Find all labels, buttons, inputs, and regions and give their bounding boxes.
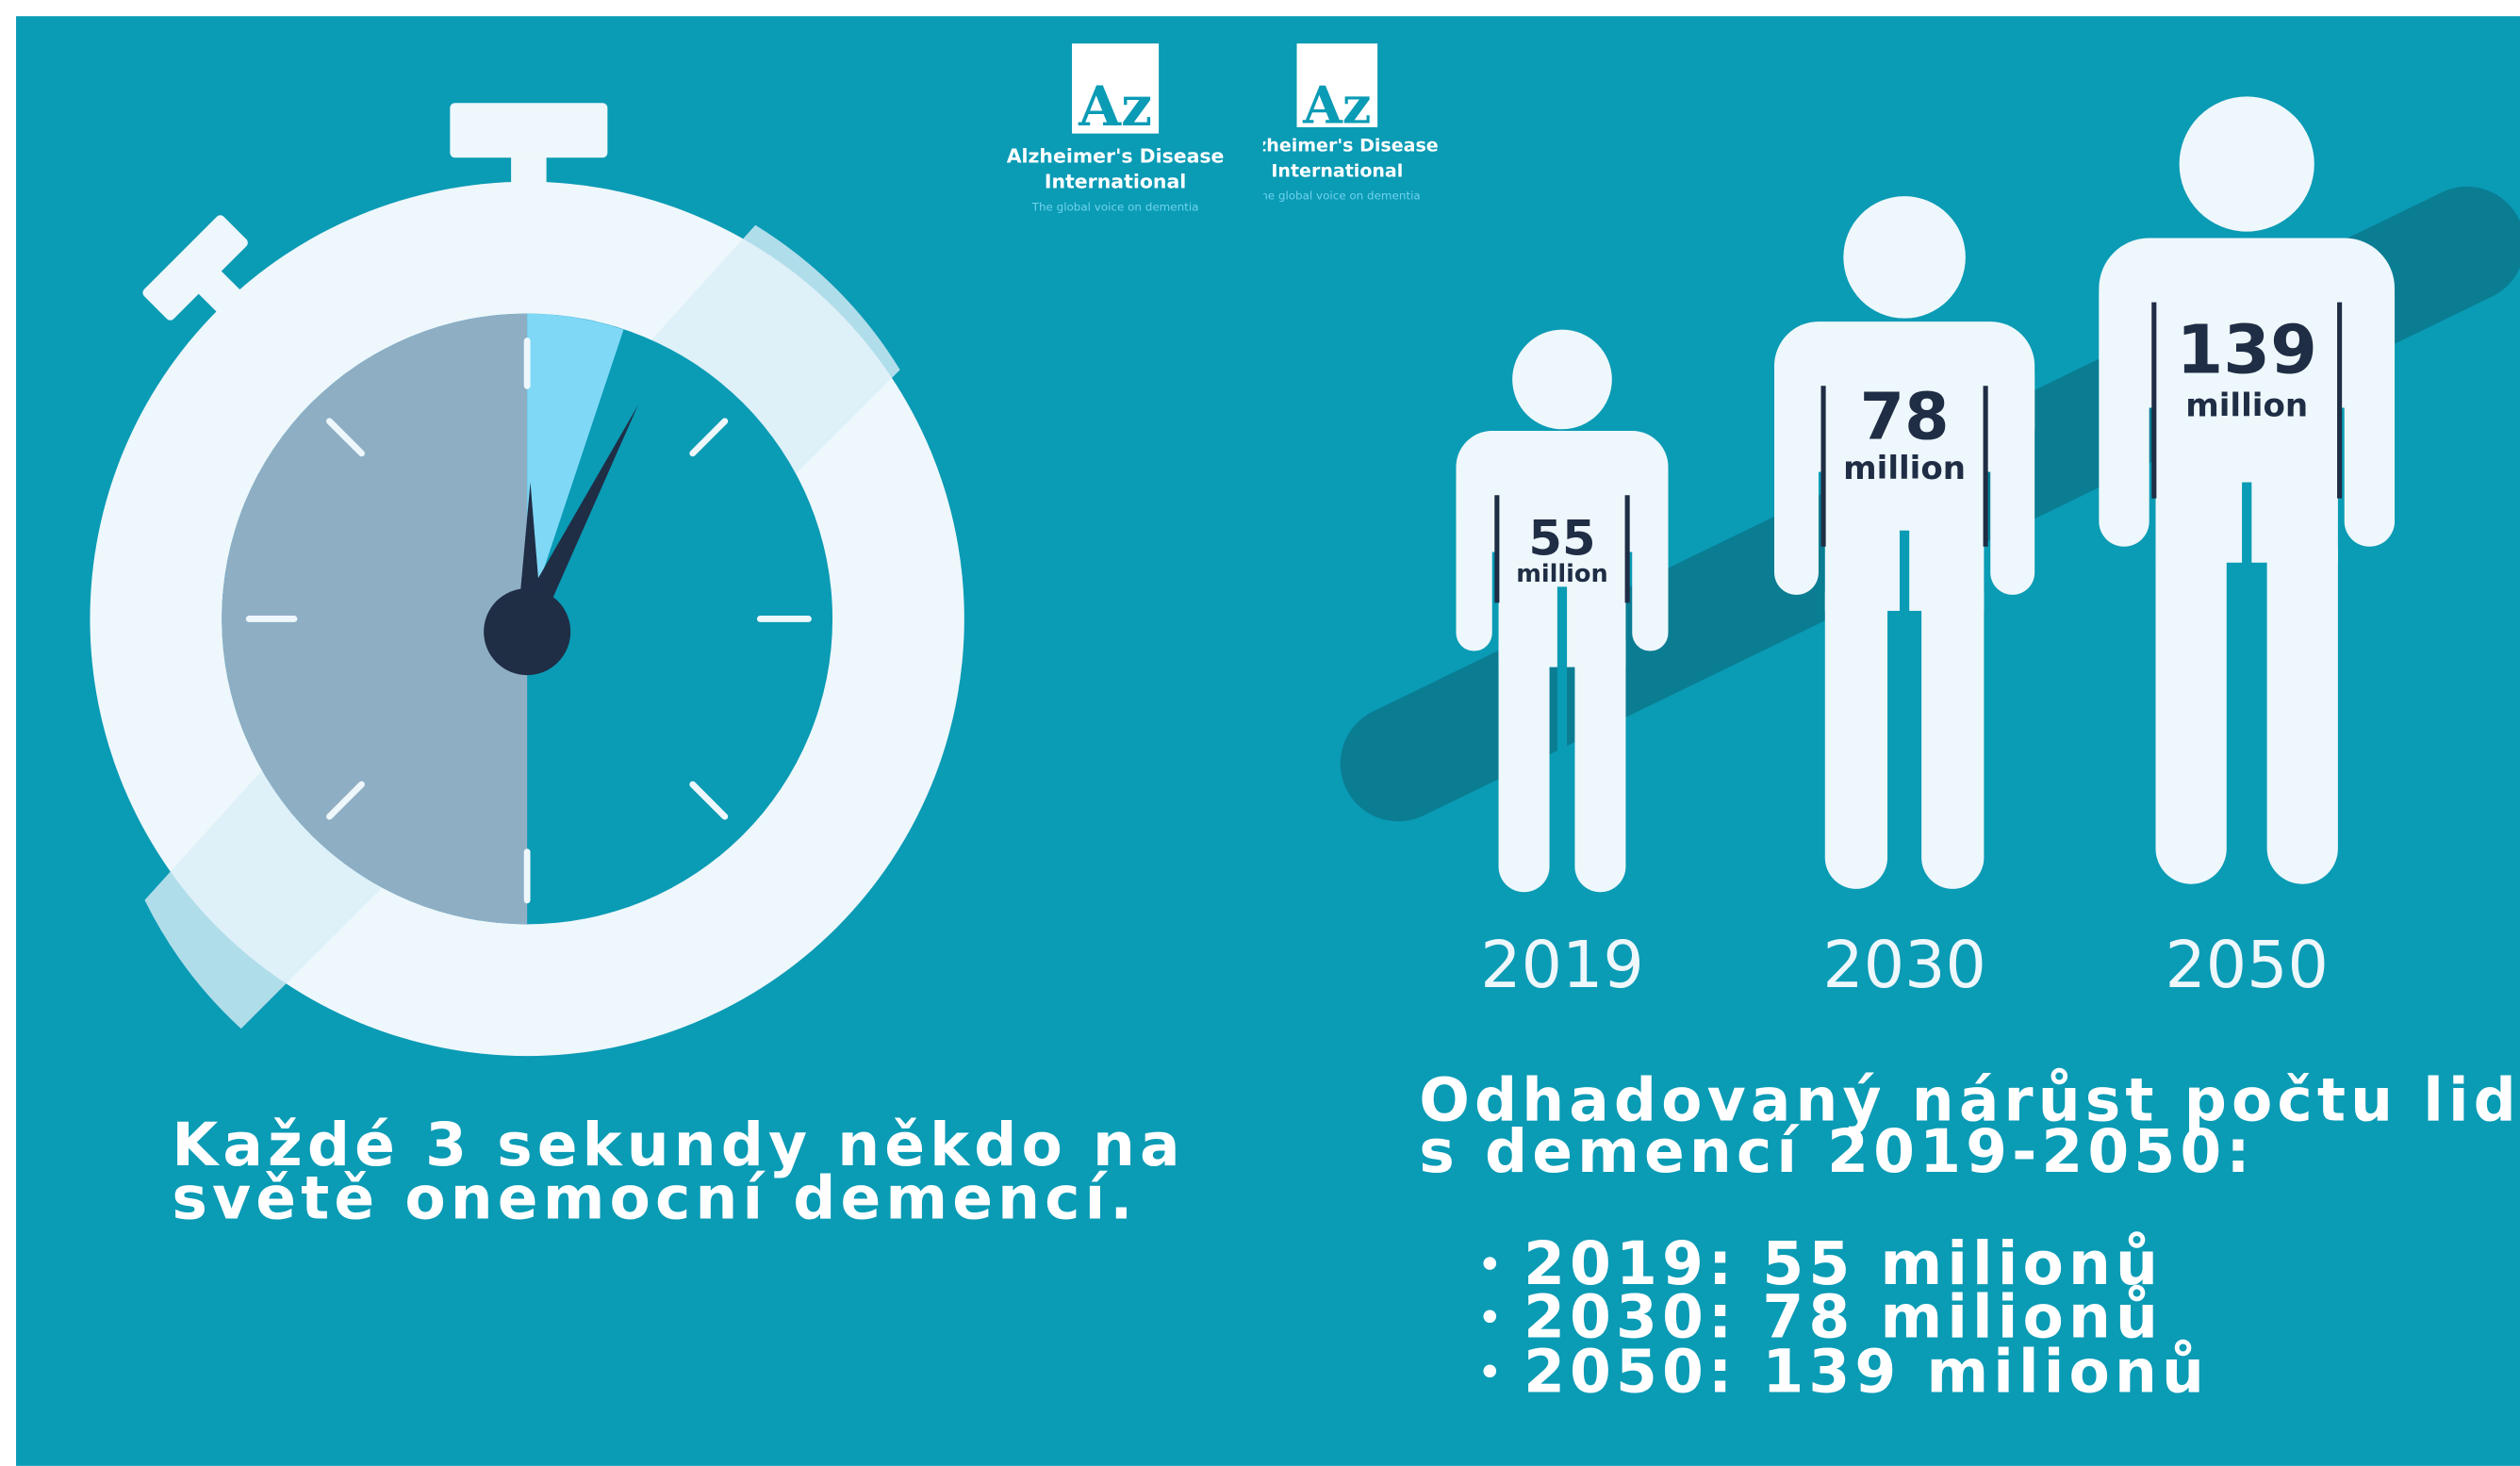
person-head [1843, 196, 1966, 319]
right-heading: s demencí 2019-2050: [1419, 1116, 2254, 1186]
logo-name: International [1271, 161, 1403, 182]
person-arm [2099, 270, 2149, 547]
person-leg [1498, 618, 1550, 893]
person-arm [1774, 354, 1819, 595]
bullet-dot [1483, 1364, 1497, 1378]
bullet-dot [1483, 1257, 1497, 1270]
person-leg [1574, 618, 1626, 893]
logo-tagline: The global voice on dementia [1031, 200, 1199, 213]
logo-name: Alzheimer's Disease [1236, 135, 1439, 156]
bullet-dot [1483, 1310, 1497, 1324]
person-head [2179, 96, 2314, 232]
figure-value: 78 [1860, 381, 1950, 455]
logo-tagline: The global voice on dementia [1253, 189, 1421, 203]
figure-value: 139 [2176, 311, 2316, 389]
bullet: 2019: 55 milionů [1524, 1228, 2163, 1298]
logo-name: International [1045, 171, 1186, 193]
person-head [1512, 329, 1612, 430]
figure-unit: million [1516, 560, 1607, 588]
figure-unit: million [1843, 450, 1966, 487]
figure-year: 2019 [1480, 929, 1644, 1003]
figure-unit: million [2185, 387, 2308, 425]
bullet: 2030: 78 milionů [1524, 1281, 2163, 1351]
figure-year: 2030 [1822, 929, 1985, 1003]
logo-square [1072, 43, 1160, 134]
person-arm [2344, 270, 2396, 547]
person-leg-gap [1556, 586, 1568, 893]
figure-value: 55 [1528, 511, 1595, 567]
person-arm [1990, 354, 2035, 595]
bullet: 2050: 139 milionů [1524, 1336, 2209, 1406]
right-heading: Odhadovaný nárůst počtu lidí [1419, 1064, 2520, 1134]
person-leg [1824, 562, 1888, 889]
logo-mark: Az [1078, 74, 1152, 139]
figure-year: 2050 [2165, 929, 2329, 1003]
person-leg [2266, 514, 2338, 884]
logo-mark: Az [1302, 74, 1371, 135]
person-leg-gap [2242, 482, 2252, 884]
person-arm [1632, 463, 1669, 651]
stopwatch [90, 103, 964, 1057]
logo-square [1296, 43, 1378, 127]
person-leg-gap [1899, 530, 1910, 889]
person-leg [2155, 514, 2227, 884]
left-caption: světě onemocní demencí. [172, 1162, 1137, 1232]
person-leg [1921, 562, 1985, 889]
logo-name: Alzheimer's Disease [1007, 144, 1225, 167]
person-arm [1456, 463, 1492, 651]
logo: Az Alzheimer's Disease International The gl… [1007, 43, 1225, 213]
left-caption: Každé 3 sekundy někdo na [172, 1110, 1184, 1179]
